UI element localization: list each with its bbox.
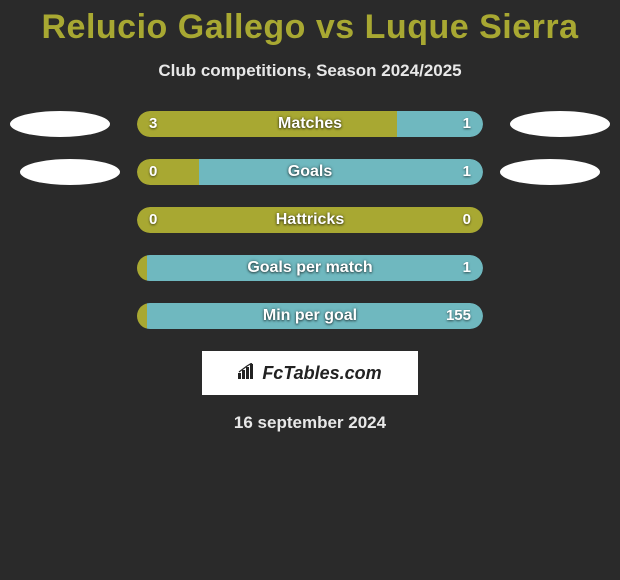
stat-row: Matches31 (0, 111, 620, 137)
page-title: Relucio Gallego vs Luque Sierra (0, 0, 620, 47)
player2-bar-segment (397, 111, 484, 137)
player1-bar-segment (137, 111, 397, 137)
player2-bar-segment (147, 255, 483, 281)
site-logo: FcTables.com (202, 351, 418, 395)
player2-marker (510, 111, 610, 137)
player2-bar-segment (199, 159, 483, 185)
stat-row: Goals per match1 (0, 255, 620, 281)
stat-bar: Min per goal155 (137, 303, 483, 329)
player1-marker (20, 159, 120, 185)
subtitle: Club competitions, Season 2024/2025 (0, 61, 620, 81)
player2-marker (500, 159, 600, 185)
logo-text: FcTables.com (262, 363, 381, 384)
player1-bar-segment (137, 303, 147, 329)
stat-bar: Goals per match1 (137, 255, 483, 281)
stat-bar: Hattricks00 (137, 207, 483, 233)
bar-chart-icon (238, 363, 258, 384)
player1-bar-segment (137, 159, 199, 185)
player1-bar-segment (137, 207, 483, 233)
stat-row: Goals01 (0, 159, 620, 185)
player2-bar-segment (147, 303, 483, 329)
player1-marker (10, 111, 110, 137)
comparison-chart: Matches31 Goals01 Hattricks00 Goals per mat… (0, 111, 620, 329)
stat-row: Hattricks00 (0, 207, 620, 233)
stat-bar: Matches31 (137, 111, 483, 137)
player1-bar-segment (137, 255, 147, 281)
stat-bar: Goals01 (137, 159, 483, 185)
date-label: 16 september 2024 (0, 413, 620, 433)
stat-row: Min per goal155 (0, 303, 620, 329)
